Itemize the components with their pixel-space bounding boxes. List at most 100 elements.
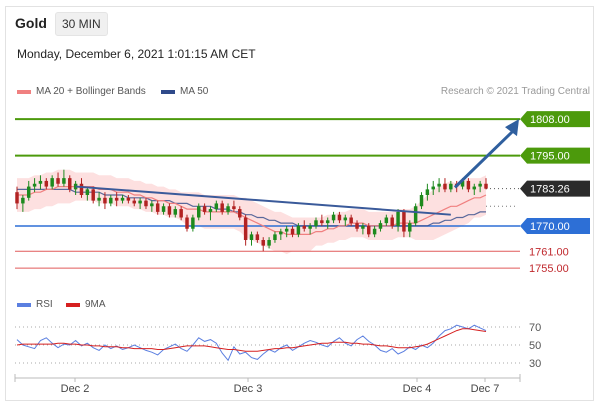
candle	[103, 192, 107, 210]
candle-body	[202, 206, 207, 212]
bullish-arrow-head	[505, 119, 519, 137]
candle	[249, 231, 254, 246]
candle-body	[97, 197, 101, 201]
level-tag-1783.26: 1783.26	[520, 180, 590, 197]
candle	[44, 178, 49, 190]
candle-body	[267, 240, 271, 246]
candle	[56, 172, 60, 187]
level-label: 1795.00	[530, 151, 570, 163]
ma50-swatch	[161, 89, 175, 94]
timeframe-badge[interactable]: 30 MIN	[55, 12, 108, 36]
level-label: 1761.00	[529, 246, 569, 258]
candle-body	[32, 183, 37, 187]
candle-body	[402, 211, 406, 232]
candle-body	[114, 197, 119, 201]
candle	[232, 200, 236, 212]
candle	[91, 186, 95, 204]
candle	[472, 183, 477, 195]
rsi-tick-label: 50	[529, 340, 541, 352]
candle	[402, 209, 406, 238]
candle-body	[161, 206, 166, 212]
candle	[296, 223, 301, 238]
candle	[337, 211, 342, 224]
candle	[220, 200, 224, 215]
legend-ma20-label: MA 20 + Bollinger Bands	[36, 86, 146, 97]
rsi-ma-swatch	[66, 302, 80, 307]
candle-body	[179, 209, 183, 218]
candle-body	[431, 186, 435, 190]
candle-body	[425, 189, 430, 195]
candle-body	[144, 200, 148, 207]
candle	[144, 197, 148, 210]
candle-body	[109, 197, 113, 204]
candle-body	[21, 197, 25, 204]
candle	[343, 214, 348, 226]
candle-body	[331, 214, 336, 221]
rsi-ma-line	[16, 328, 487, 352]
credit-text: Research © 2021 Trading Central	[440, 86, 590, 97]
candle-body	[249, 234, 254, 240]
candle	[255, 231, 260, 243]
candle	[478, 180, 482, 193]
candle-body	[91, 189, 95, 201]
ma20-swatch	[17, 89, 31, 94]
level-tag-1770.00: 1770.00	[520, 217, 590, 234]
candle	[202, 203, 207, 215]
x-tick-label: Dec 7	[471, 383, 500, 395]
candle	[384, 214, 389, 226]
candle-body	[443, 183, 447, 190]
candle-body	[325, 220, 330, 224]
candle-body	[308, 225, 312, 229]
candle	[132, 197, 136, 207]
candle-body	[26, 186, 31, 198]
candle	[62, 169, 66, 187]
candle	[38, 175, 43, 190]
legend-ma50-label: MA 50	[180, 86, 209, 97]
candle-body	[44, 180, 49, 187]
candle	[355, 220, 359, 232]
candle-body	[214, 203, 219, 210]
candle	[226, 203, 230, 215]
candle-body	[419, 195, 424, 207]
candle-body	[290, 228, 295, 235]
candle	[443, 178, 447, 193]
candle-body	[138, 200, 142, 204]
candle	[26, 180, 31, 201]
candle-body	[220, 203, 224, 212]
candle-body	[396, 211, 400, 226]
candle-body	[408, 223, 412, 232]
candle	[320, 214, 324, 226]
candle-body	[255, 234, 260, 240]
candle	[50, 175, 54, 190]
candle	[68, 175, 72, 193]
candle-body	[302, 225, 306, 229]
candle-body	[437, 183, 441, 187]
candle-body	[126, 197, 131, 201]
candle-body	[314, 220, 318, 226]
candle-body	[243, 217, 248, 240]
candle-body	[372, 228, 377, 235]
candle-body	[85, 189, 90, 195]
candle	[238, 206, 242, 221]
candle-body	[56, 178, 60, 184]
candle	[484, 178, 488, 190]
candle	[161, 203, 166, 215]
candle	[185, 214, 189, 232]
candle	[290, 225, 295, 238]
level-label: 1783.26	[530, 184, 570, 196]
legend-rsi-label: RSI	[36, 299, 53, 310]
legend-ma20: MA 20 + Bollinger Bands	[17, 86, 146, 97]
candle	[325, 217, 330, 229]
legend-rsi: RSI	[17, 299, 53, 310]
candle-body	[120, 197, 125, 201]
candle-body	[296, 225, 301, 235]
candle-body	[79, 183, 84, 195]
candle	[197, 203, 201, 221]
candle-body	[343, 217, 348, 221]
candle	[109, 195, 113, 207]
candle	[284, 225, 289, 238]
candle-body	[173, 209, 178, 215]
candle-body	[361, 225, 365, 229]
candle	[114, 192, 119, 207]
